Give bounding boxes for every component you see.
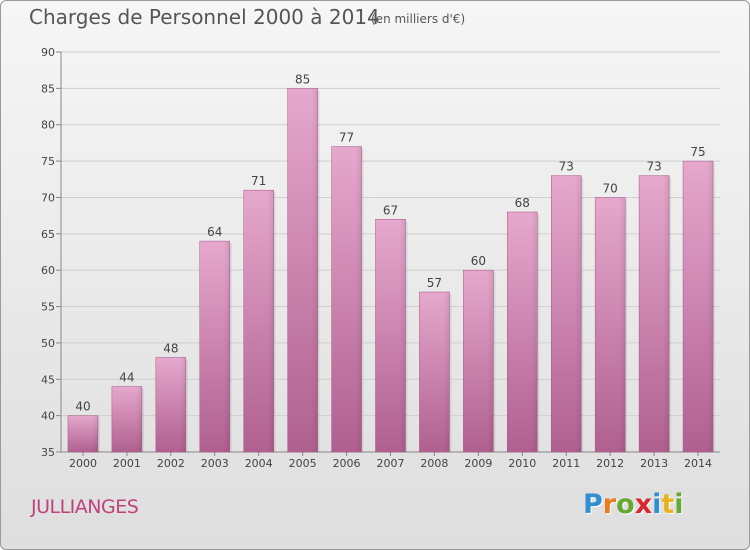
value-label-2011: 73 bbox=[559, 160, 574, 174]
bar-shade bbox=[135, 386, 142, 452]
bar-shade bbox=[575, 175, 582, 453]
bar-layer bbox=[67, 88, 716, 453]
x-tick-label-2007: 2007 bbox=[377, 457, 405, 470]
bar-shade bbox=[443, 292, 450, 452]
value-label-2009: 60 bbox=[471, 254, 486, 268]
y-tick-label: 45 bbox=[41, 373, 55, 386]
x-tick-label-2000: 2000 bbox=[69, 457, 97, 470]
x-tick-label-2008: 2008 bbox=[420, 457, 448, 470]
value-label-2007: 67 bbox=[383, 203, 398, 217]
value-label-2002: 48 bbox=[163, 341, 178, 355]
value-label-2012: 70 bbox=[603, 181, 618, 195]
value-label-2010: 68 bbox=[515, 196, 530, 210]
chart-title: Charges de Personnel 2000 à 2014 bbox=[29, 5, 380, 29]
y-tick-label: 35 bbox=[41, 446, 55, 459]
y-tick-label: 85 bbox=[41, 82, 55, 95]
value-label-2005: 85 bbox=[295, 72, 310, 86]
bar-shade bbox=[707, 161, 714, 452]
bar-shade bbox=[663, 175, 670, 453]
bar-shade bbox=[179, 357, 186, 452]
y-tick-label: 40 bbox=[41, 410, 55, 423]
y-tick-label: 55 bbox=[41, 301, 55, 314]
bar-shade bbox=[91, 415, 98, 452]
x-tick-label-2006: 2006 bbox=[333, 457, 361, 470]
x-tick-label-2005: 2005 bbox=[289, 457, 317, 470]
value-label-2014: 75 bbox=[690, 145, 705, 159]
x-tick-label-2011: 2011 bbox=[552, 457, 580, 470]
value-label-2000: 40 bbox=[75, 400, 90, 414]
logo-letter: i bbox=[652, 489, 662, 520]
chart-subtitle: (en milliers d'€) bbox=[371, 12, 466, 26]
proxiti-logo[interactable]: Proxiti bbox=[583, 489, 684, 520]
x-tick-label-2001: 2001 bbox=[113, 457, 141, 470]
y-tick-label: 60 bbox=[41, 264, 55, 277]
label-layer: 40 44 48 64 71 85 77 67 57 60 68 73 70 73 75 bbox=[75, 72, 705, 413]
y-tick-label: 70 bbox=[41, 191, 55, 204]
logo-letter: i bbox=[674, 489, 684, 520]
logo-letter: r bbox=[602, 489, 617, 520]
value-label-2013: 73 bbox=[646, 160, 661, 174]
logo-letter: t bbox=[661, 489, 675, 520]
bar-shade bbox=[223, 241, 230, 452]
x-tick-label-2004: 2004 bbox=[245, 457, 273, 470]
value-label-2001: 44 bbox=[119, 371, 134, 385]
bar-shade bbox=[531, 212, 538, 452]
value-label-2008: 57 bbox=[427, 276, 442, 290]
logo-letter: o bbox=[616, 489, 635, 520]
x-tick-label-2009: 2009 bbox=[464, 457, 492, 470]
y-tick-label: 80 bbox=[41, 119, 55, 132]
y-tick-label: 50 bbox=[41, 337, 55, 350]
value-label-2004: 71 bbox=[251, 174, 266, 188]
x-tick-label-2013: 2013 bbox=[640, 457, 668, 470]
logo-letter: P bbox=[583, 489, 603, 520]
value-label-2006: 77 bbox=[339, 131, 354, 145]
bar-shade bbox=[311, 88, 318, 452]
bar-shade bbox=[267, 190, 274, 452]
bar-shade bbox=[619, 197, 626, 452]
x-tick-label-2010: 2010 bbox=[508, 457, 536, 470]
bar-shade bbox=[487, 270, 494, 452]
value-label-2003: 64 bbox=[207, 225, 222, 239]
commune-name: JULLIANGES bbox=[31, 496, 139, 518]
x-tick-label-2002: 2002 bbox=[157, 457, 185, 470]
logo-letter: x bbox=[634, 489, 653, 520]
x-tick-label-2003: 2003 bbox=[201, 457, 229, 470]
x-tick-label-2014: 2014 bbox=[684, 457, 712, 470]
bar-shade bbox=[399, 219, 406, 452]
bar-shade bbox=[355, 146, 362, 452]
y-tick-label: 90 bbox=[41, 46, 55, 59]
x-tick-label-2012: 2012 bbox=[596, 457, 624, 470]
y-tick-label: 75 bbox=[41, 155, 55, 168]
y-tick-label: 65 bbox=[41, 228, 55, 241]
